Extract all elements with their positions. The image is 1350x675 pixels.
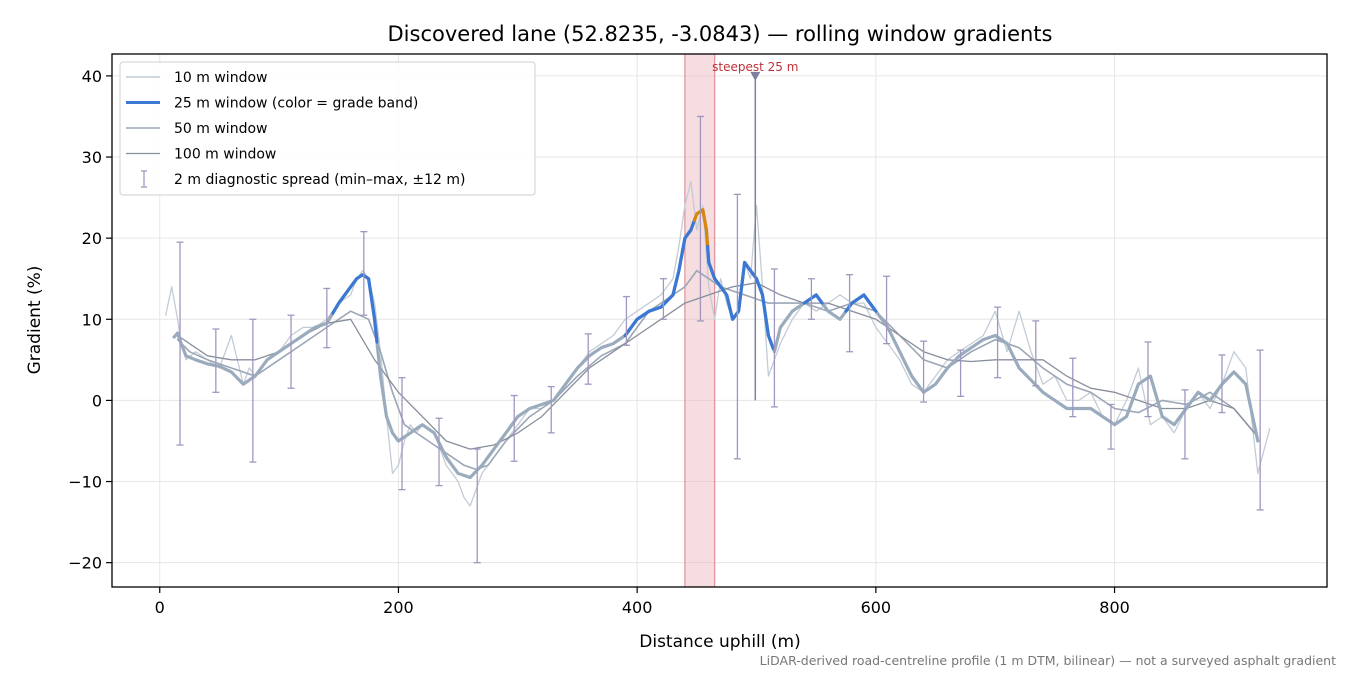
y-tick-label: 0 [92,391,102,410]
plot-area: steepest 25 m [112,53,1327,588]
legend-label: 50 m window [174,121,267,137]
y-tick-label: −10 [68,473,102,492]
series-line-0 [165,180,1271,507]
x-tick-label: 600 [861,598,892,617]
y-tick-label: 10 [82,310,102,329]
y-tick-label: 20 [82,229,102,248]
grade-band-segment-steep [706,244,775,351]
series-line-3 [176,282,1259,450]
legend-label: 100 m window [174,147,276,163]
legend-items: 10 m window 25 m window (color = grade ba… [126,70,465,188]
annotation-layer: steepest 25 m [712,60,798,401]
y-tick-label: 40 [82,67,102,86]
y-axis-label: Gradient (%) [25,266,45,375]
footnote: LiDAR-derived road-centreline profile (1… [760,653,1336,668]
errorbar-layer [176,115,1264,564]
grade-band-segment-steep [623,218,696,338]
steepest-annotation-label: steepest 25 m [712,60,798,74]
x-tick-label: 200 [383,598,414,617]
x-tick-label: 400 [622,598,653,617]
grade-band-segment-steep [331,273,379,344]
legend-box [119,61,536,196]
plot-frame [111,53,1328,588]
x-tick-label: 0 [155,598,165,617]
y-axis-ticks: −20 −10 0 10 20 30 40 [68,67,112,573]
grade-band-segment-peak [692,208,710,248]
steepest-marker-triangle [750,71,761,81]
series-line-2 [176,269,1259,471]
legend-label: 25 m window (color = grade band) [174,96,418,112]
x-tick-label: 800 [1099,598,1130,617]
x-axis-ticks: 0 200 400 600 800 [155,587,1130,617]
legend-label: 2 m diagnostic spread (min–max, ±12 m) [174,172,465,188]
chart-title: Discovered lane (52.8235, -3.0843) — rol… [388,22,1053,46]
legend: 10 m window 25 m window (color = grade ba… [119,61,536,196]
y-tick-label: 30 [82,148,102,167]
x-axis-label: Distance uphill (m) [639,632,800,652]
legend-label: 10 m window [174,70,267,86]
y-tick-label: −20 [68,554,102,573]
grade-band-segment-steep [802,293,824,305]
series-layer [165,180,1271,507]
